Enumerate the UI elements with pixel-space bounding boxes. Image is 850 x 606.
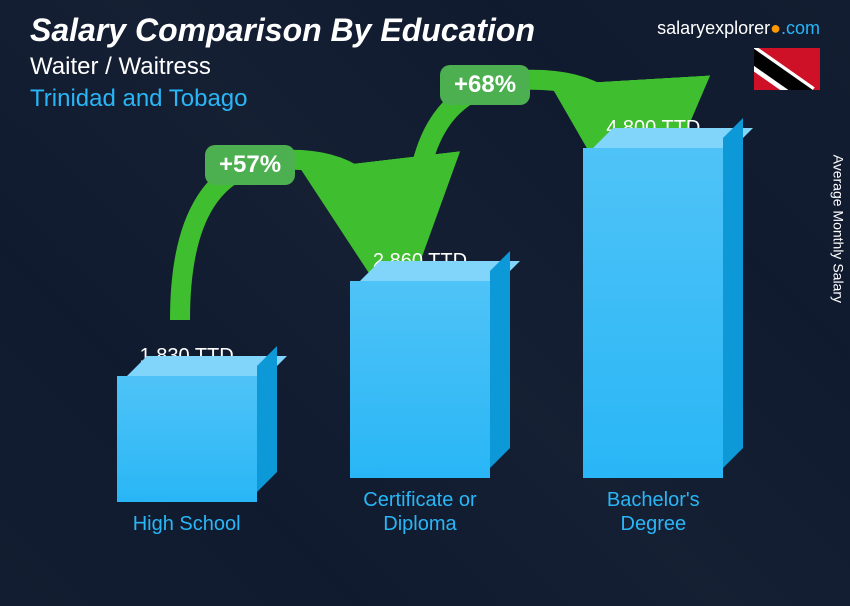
bar-label: Certificate or Diploma: [340, 488, 500, 536]
bar-side-face: [723, 118, 743, 468]
bar-front-face: [583, 148, 723, 478]
bar-label: Bachelor's Degree: [573, 488, 733, 536]
bar-group: 2,860 TTD Certificate or Diploma: [340, 250, 500, 536]
bar-chart: 1,830 TTD High School 2,860 TTD Certific…: [70, 136, 770, 536]
bar-group: 4,800 TTD Bachelor's Degree: [573, 117, 733, 536]
increase-badge-2: +68%: [440, 65, 530, 105]
bar-side-face: [490, 251, 510, 468]
bar-3d: [583, 148, 723, 478]
bar-front-face: [350, 281, 490, 478]
bar-side-face: [257, 346, 277, 492]
bar-label: High School: [133, 512, 241, 536]
bar-front-face: [117, 376, 257, 502]
bar-group: 1,830 TTD High School: [107, 345, 267, 536]
bar-3d: [117, 376, 257, 502]
increase-value-2: +68%: [454, 71, 516, 98]
bar-3d: [350, 281, 490, 478]
